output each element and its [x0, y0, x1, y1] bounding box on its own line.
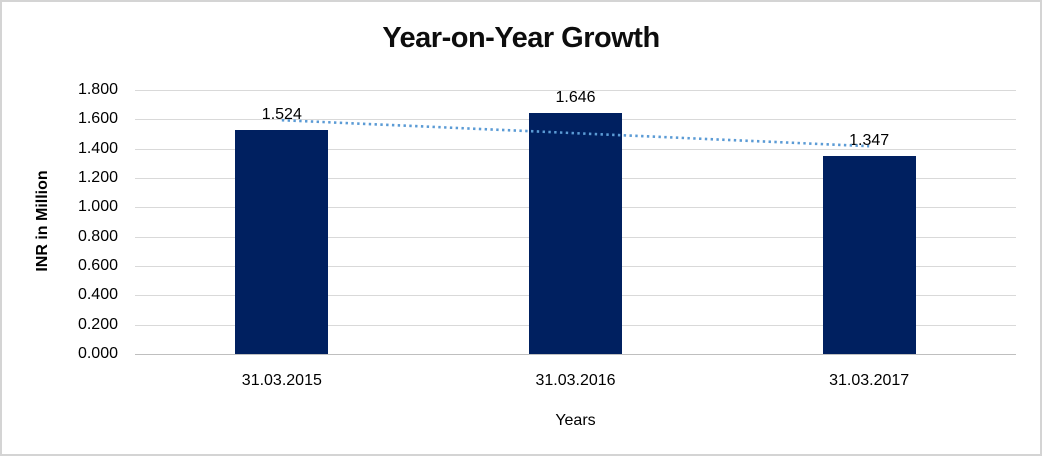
y-tick-label: 1.200 [77, 169, 118, 186]
x-axis-title: Years [555, 412, 596, 429]
y-tick-label: 0.800 [77, 227, 118, 245]
y-tick-label: 0.000 [77, 345, 118, 362]
y-tick-label: 0.200 [77, 315, 118, 333]
y-tick-label: 1.600 [77, 110, 118, 128]
gridline [135, 90, 1016, 91]
bar [235, 130, 329, 354]
y-tick-label: 0.600 [77, 257, 118, 274]
y-tick-label: 1.400 [77, 139, 118, 157]
bar-value-label: 1.524 [261, 106, 302, 124]
bar [822, 156, 916, 354]
chart-title: Year-on-Year Growth [382, 22, 660, 54]
y-tick-label: 0.400 [77, 286, 118, 304]
x-category-label: 31.03.2015 [241, 372, 322, 389]
x-category-label: 31.03.2017 [829, 372, 910, 389]
x-axis-line [135, 354, 1016, 355]
bar-value-label: 1.646 [555, 88, 596, 106]
bar [529, 112, 622, 354]
bar-value-label: 1.347 [849, 132, 890, 150]
y-tick-label: 1.800 [77, 81, 118, 98]
x-category-label: 31.03.2016 [535, 372, 616, 389]
y-tick-label: 1.000 [77, 198, 118, 216]
